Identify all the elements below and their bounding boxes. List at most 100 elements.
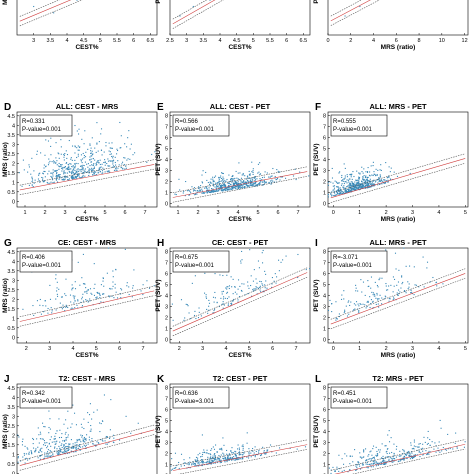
data-point <box>72 445 74 447</box>
data-point <box>358 177 360 179</box>
data-point <box>48 432 50 434</box>
data-point <box>222 181 224 183</box>
data-point <box>89 288 92 290</box>
data-point <box>373 456 375 458</box>
data-point <box>72 287 74 289</box>
data-point <box>95 151 97 153</box>
data-point <box>114 161 116 164</box>
y-tick-label: 6 <box>165 407 168 413</box>
data-point <box>49 182 51 184</box>
data-point <box>408 456 410 458</box>
data-point <box>263 450 265 452</box>
data-point <box>335 181 338 183</box>
data-point <box>263 452 265 454</box>
data-point <box>46 447 48 449</box>
data-point <box>55 142 57 144</box>
data-point <box>263 181 265 183</box>
data-point <box>388 285 390 287</box>
data-point <box>336 191 338 193</box>
data-point <box>124 157 126 159</box>
data-point <box>62 304 64 306</box>
data-point <box>56 448 58 450</box>
data-point <box>241 283 243 285</box>
data-point <box>347 301 349 303</box>
data-point <box>358 310 360 312</box>
y-axis-label: PET (SUV) <box>313 279 320 311</box>
y-tick-label: 3.5 <box>7 269 15 275</box>
data-point <box>231 175 233 178</box>
data-point <box>343 312 345 314</box>
data-point <box>214 455 216 458</box>
data-point <box>352 185 354 187</box>
data-point <box>76 439 78 441</box>
data-point <box>49 439 51 441</box>
data-point <box>39 304 41 306</box>
data-point <box>56 290 58 292</box>
panel-letter: H <box>157 238 164 249</box>
data-point <box>388 456 390 458</box>
data-point <box>232 186 234 188</box>
data-point <box>87 301 89 303</box>
data-point <box>215 190 217 192</box>
data-point <box>218 178 220 180</box>
y-tick-label: 8 <box>323 385 326 391</box>
ci-upper-line <box>330 268 466 320</box>
data-point <box>94 174 96 176</box>
r-value-text: R=0.451 <box>333 391 357 397</box>
data-point <box>21 185 23 187</box>
r-value-text: R=0.331 <box>22 119 46 125</box>
y-tick-label: 4 <box>12 395 15 401</box>
data-point <box>402 281 404 284</box>
y-tick-label: 1 <box>12 452 15 458</box>
data-point <box>409 455 411 457</box>
data-point <box>239 186 241 188</box>
data-point <box>213 458 215 460</box>
data-point <box>253 177 255 179</box>
data-point <box>399 450 401 452</box>
data-point <box>343 163 345 165</box>
data-point <box>238 183 240 185</box>
data-point <box>119 147 121 149</box>
data-point <box>81 176 83 178</box>
data-point <box>271 451 273 453</box>
data-point <box>330 192 332 194</box>
data-point <box>24 462 26 464</box>
data-point <box>389 171 391 173</box>
data-point <box>390 457 392 459</box>
data-point <box>77 173 79 175</box>
data-point <box>230 178 232 181</box>
data-point <box>72 176 74 178</box>
y-axis-label: MRS (ratio) <box>2 278 9 313</box>
data-point <box>221 187 223 190</box>
data-point <box>239 183 241 185</box>
data-point <box>261 252 263 254</box>
data-point <box>203 449 205 451</box>
data-point <box>193 314 196 317</box>
fit-line <box>172 171 308 198</box>
data-point <box>378 180 380 182</box>
regression-lines <box>172 267 308 337</box>
data-point <box>244 183 246 185</box>
y-tick-label: 1 <box>165 191 168 197</box>
fit-line <box>330 158 466 199</box>
data-point <box>427 452 429 454</box>
data-point <box>463 446 466 448</box>
data-point <box>258 451 260 453</box>
data-point <box>413 266 415 268</box>
data-point <box>411 448 413 450</box>
data-point <box>415 446 417 448</box>
data-point <box>75 170 77 172</box>
data-point <box>375 463 377 466</box>
data-point <box>403 290 406 292</box>
data-point <box>263 451 265 453</box>
y-tick-label: 6 <box>165 271 168 277</box>
data-point <box>132 154 134 156</box>
data-point <box>58 445 60 447</box>
data-point <box>72 165 74 167</box>
data-point <box>357 461 360 463</box>
x-tick-label: 4.5 <box>80 38 88 44</box>
y-tick-label: 4.5 <box>7 114 15 120</box>
data-point <box>353 309 355 311</box>
data-point <box>213 176 216 178</box>
data-point <box>221 449 223 451</box>
